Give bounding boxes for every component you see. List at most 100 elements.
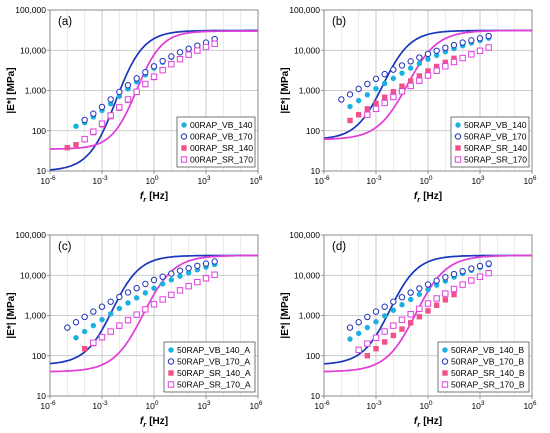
y-axis-label: |E*| [MPa] [280, 292, 291, 338]
panel-label: (d) [332, 241, 346, 253]
data-point [150, 301, 158, 308]
legend-label: 00RAP_SR_140 [190, 143, 253, 153]
series-50RAP_SR_170_A [90, 271, 218, 346]
data-point [433, 302, 440, 308]
data-point [390, 75, 397, 82]
legend-marker [181, 122, 187, 128]
data-point [485, 269, 492, 277]
x-tick-exponent: 0 [155, 400, 159, 407]
data-point [142, 80, 149, 88]
data-point [64, 324, 71, 331]
series-50RAP_VB_140_B [347, 262, 492, 342]
data-point [202, 43, 210, 51]
data-point [124, 289, 132, 296]
data-point [459, 268, 466, 275]
x-tick-exponent: 0 [429, 175, 433, 182]
data-point [185, 264, 192, 272]
y-tick-label: 100 [32, 351, 46, 361]
data-point [425, 68, 431, 74]
data-point [381, 94, 388, 100]
fit-curve [50, 30, 258, 150]
x-tick-base: 10 [523, 401, 533, 411]
data-point [459, 54, 466, 62]
data-point [73, 123, 79, 129]
data-point [90, 110, 97, 117]
data-point [81, 328, 88, 335]
data-point [202, 260, 210, 267]
data-point [398, 62, 406, 69]
data-point [185, 270, 192, 276]
x-axis-label: fr [Hz] [414, 416, 442, 429]
x-tick-exponent: 3 [207, 400, 211, 407]
x-axis-label-symbol: f [140, 416, 145, 427]
x-axis-label-symbol: f [414, 191, 419, 202]
x-tick-exponent: 3 [207, 175, 211, 182]
series-50RAP_SR_170_B [355, 269, 492, 354]
data-point [424, 72, 432, 79]
panel-label: (b) [332, 16, 346, 28]
x-tick-exponent: 6 [533, 175, 537, 182]
data-point [73, 335, 79, 341]
legend-marker [180, 133, 188, 140]
data-point [381, 313, 388, 319]
x-tick-label: 10-3 [366, 175, 382, 186]
data-point [168, 61, 175, 68]
legend-marker [441, 381, 449, 388]
data-point [416, 291, 423, 298]
data-point [185, 45, 192, 52]
series-00RAP_SR_170 [81, 40, 218, 143]
data-point [211, 258, 218, 265]
x-axis-label-unit: [Hz] [149, 191, 168, 202]
x-tick-base: 10 [314, 176, 324, 186]
x-tick-label: 10-3 [92, 400, 108, 411]
data-point [116, 322, 123, 329]
data-point [416, 73, 423, 79]
data-point [107, 100, 114, 107]
x-tick-label: 103 [471, 400, 484, 411]
data-point [390, 322, 397, 329]
data-point [168, 270, 175, 277]
legend-label: 50RAP_SR_170 [464, 155, 527, 165]
series-00RAP_VB_170 [81, 35, 218, 124]
data-point [364, 353, 371, 359]
x-tick-base: 10 [197, 176, 207, 186]
data-point [90, 339, 97, 346]
data-point [90, 128, 97, 135]
x-tick-exponent: 6 [533, 400, 537, 407]
data-point [116, 93, 123, 99]
data-point [442, 274, 449, 281]
series-50RAP_VB_140 [347, 35, 492, 110]
y-tick-label: 100 [306, 126, 320, 136]
series-00RAP_VB_140 [73, 49, 183, 129]
data-point [433, 52, 440, 58]
x-tick-label: 100 [145, 400, 158, 411]
data-point [390, 89, 397, 95]
y-tick-label: 100,000 [289, 230, 320, 240]
y-axis-label: |E*| [MPa] [6, 67, 17, 113]
data-point [150, 276, 158, 284]
data-point [81, 313, 88, 321]
y-tick-label: 10 [311, 166, 321, 176]
x-tick-exponent: -6 [324, 175, 330, 182]
x-tick-label: 100 [419, 175, 432, 186]
data-point [399, 70, 405, 76]
data-point [364, 106, 371, 112]
data-point [390, 332, 397, 339]
x-tick-exponent: -3 [102, 175, 108, 182]
data-point [194, 47, 201, 54]
data-point [433, 63, 440, 70]
x-tick-base: 10 [92, 401, 102, 411]
data-point [150, 73, 158, 80]
x-axis-label-unit: [Hz] [423, 416, 442, 427]
data-point [107, 96, 114, 103]
x-tick-label: 10-3 [92, 175, 108, 186]
data-point [373, 319, 379, 325]
data-point [459, 281, 466, 288]
data-point [450, 41, 458, 49]
x-tick-exponent: 6 [259, 175, 263, 182]
data-point [476, 273, 484, 280]
data-point [398, 88, 406, 95]
data-point [168, 291, 175, 299]
data-point [159, 273, 166, 280]
